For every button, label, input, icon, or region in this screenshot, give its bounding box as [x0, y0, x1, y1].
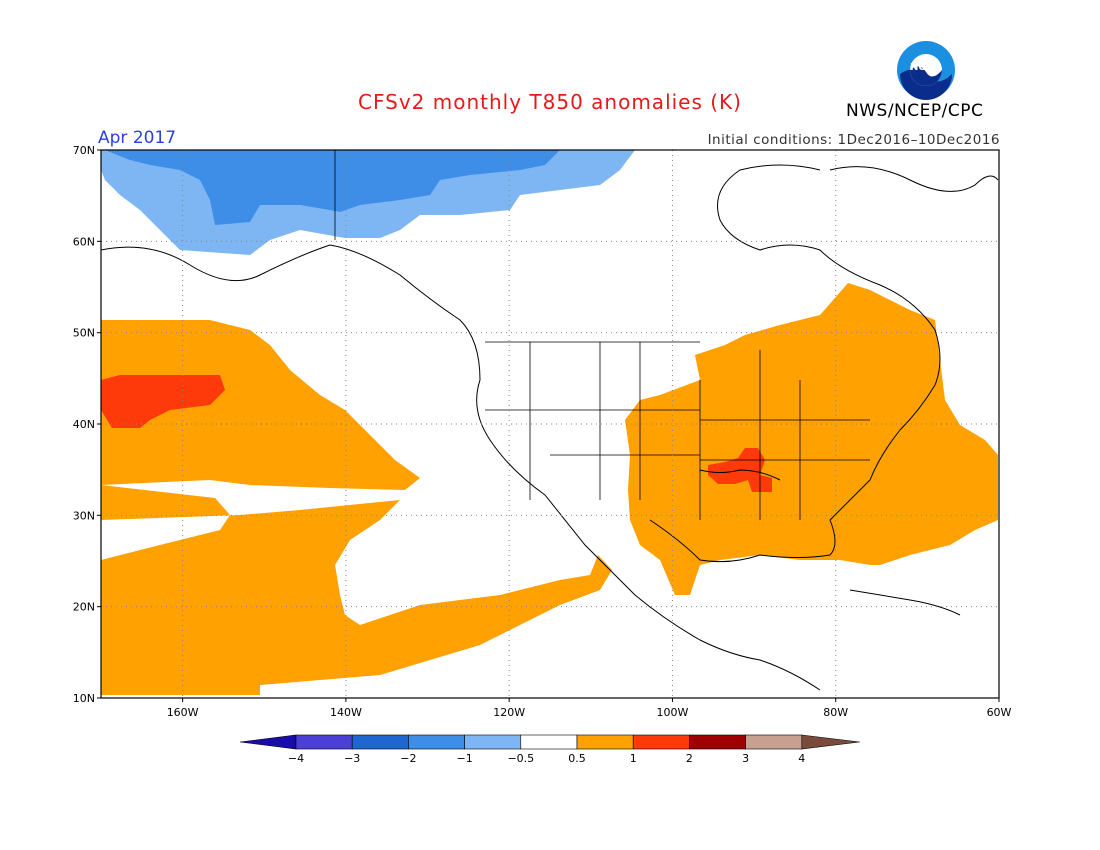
- colorbar-label: 4: [798, 752, 805, 765]
- colorbar-segment: [745, 734, 803, 750]
- colorbar-label: 0.5: [568, 752, 586, 765]
- axis-ticks: [97, 149, 1000, 702]
- lat-label: 30N: [73, 509, 95, 522]
- latitude-labels: 70N 60N 50N 40N 30N 20N 10N: [73, 144, 95, 705]
- lon-label: 160W: [167, 706, 199, 719]
- colorbar-segment: [464, 734, 522, 750]
- colorbar-segment: [632, 734, 690, 750]
- lat-label: 40N: [73, 418, 95, 431]
- colorbar-segment: [689, 734, 746, 750]
- strong-anomaly-pacific: [101, 375, 225, 428]
- colorbar-label: −2: [400, 752, 416, 765]
- positive-anomaly-eastern-us: [625, 283, 998, 595]
- logo-text: NOAA: [910, 62, 942, 73]
- lon-label: 100W: [657, 706, 689, 719]
- colorbar-label: 2: [686, 752, 693, 765]
- anomaly-shading: [101, 150, 998, 695]
- noaa-logo: NOAA: [897, 41, 955, 100]
- lon-label: 60W: [987, 706, 1012, 719]
- colorbar-label: −4: [288, 752, 304, 765]
- lon-label: 120W: [493, 706, 525, 719]
- colorbar-segment-above: [801, 734, 860, 750]
- colorbar-segment: [576, 734, 634, 750]
- lat-label: 50N: [73, 327, 95, 340]
- colorbar-labels: −4 −3 −2 −1 −0.5 0.5 1 2 3 4: [288, 752, 805, 765]
- lon-label: 80W: [823, 706, 848, 719]
- positive-anomaly-pacific: [101, 320, 612, 695]
- lon-label: 140W: [330, 706, 362, 719]
- political-borders: [334, 150, 870, 520]
- lat-label: 60N: [73, 235, 95, 248]
- lat-label: 20N: [73, 601, 95, 614]
- negative-anomaly-dark: [105, 150, 560, 225]
- coastlines: [101, 164, 999, 691]
- colorbar-label: 3: [742, 752, 749, 765]
- colorbar-label: −3: [344, 752, 360, 765]
- colorbar: [239, 734, 860, 750]
- colorbar-label: −0.5: [507, 752, 534, 765]
- chart-title: CFSv2 monthly T850 anomalies (K): [358, 90, 742, 114]
- colorbar-label: 1: [630, 752, 637, 765]
- lat-label: 70N: [73, 144, 95, 157]
- colorbar-segment: [520, 734, 578, 750]
- agency-label: NWS/NCEP/CPC: [846, 101, 984, 121]
- colorbar-segment: [295, 734, 353, 750]
- longitude-labels: 160W 140W 120W 100W 80W 60W: [167, 706, 1012, 719]
- lat-label: 10N: [73, 692, 95, 705]
- colorbar-segment: [351, 734, 409, 750]
- colorbar-segment: [408, 734, 465, 750]
- initial-conditions: Initial conditions: 1Dec2016–10Dec2016: [707, 132, 1000, 148]
- colorbar-label: −1: [456, 752, 472, 765]
- forecast-month: Apr 2017: [98, 128, 177, 148]
- colorbar-segment-below: [239, 734, 297, 750]
